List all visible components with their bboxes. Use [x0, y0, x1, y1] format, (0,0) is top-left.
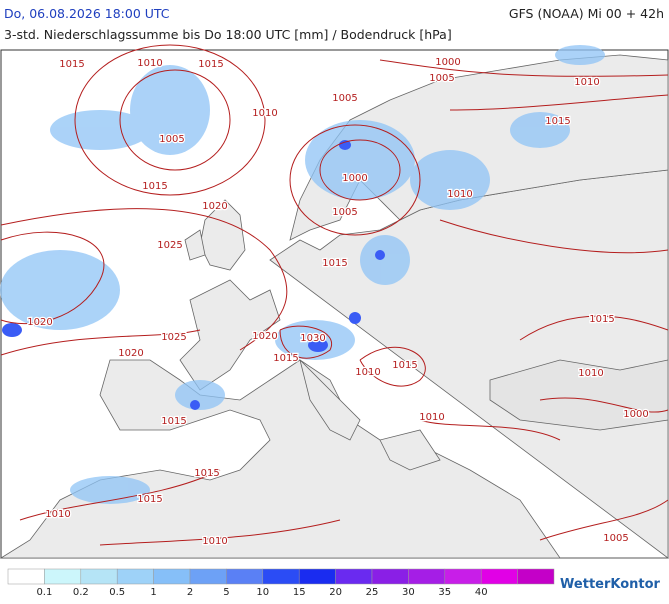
legend-swatch [262, 568, 300, 585]
legend-swatch [116, 568, 154, 585]
legend-label: 10 [256, 587, 269, 598]
date-label: Do, 06.08.2026 18:00 UTC [4, 6, 170, 21]
isobar-label: 1015 [59, 59, 84, 70]
legend-label: 20 [329, 587, 342, 598]
isobar-label: 1015 [545, 116, 570, 127]
isobar-label: 1005 [332, 93, 357, 104]
legend-label: 0.1 [36, 587, 52, 598]
legend-swatch [298, 568, 336, 585]
isobar-labels: 1015 1010 1015 1005 1015 1010 1020 1025 1020 1025… [26, 56, 650, 549]
legend-label: 25 [366, 587, 379, 598]
legend-label: 35 [438, 587, 451, 598]
isobar-label: 1010 [137, 58, 162, 69]
isobar-label: 1020 [118, 348, 143, 359]
legend-label: 2 [187, 587, 193, 598]
isobars [0, 44, 669, 546]
legend-swatch [7, 568, 45, 585]
isobar-label: 1000 [342, 173, 367, 184]
precipitation [0, 45, 605, 504]
legend-swatch [480, 568, 518, 585]
legend-swatch [80, 568, 118, 585]
legend-label: 15 [293, 587, 306, 598]
legend-swatch [371, 568, 409, 585]
isobar-label: 1025 [161, 332, 186, 343]
isobar-label: 1010 [252, 108, 277, 119]
isobar-label: 1020 [202, 201, 227, 212]
isobar-label: 1010 [574, 77, 599, 88]
legend-swatch [226, 568, 264, 585]
legend-swatch [444, 568, 482, 585]
legend-label: 40 [475, 587, 488, 598]
legend-swatch [189, 568, 227, 585]
isobar-label: 1015 [589, 314, 614, 325]
isobar-label: 1010 [578, 368, 603, 379]
isobar-label: 1000 [623, 409, 648, 420]
isobar-label: 1005 [429, 73, 454, 84]
isobar-label: 1005 [603, 533, 628, 544]
legend-label: 0.2 [73, 587, 89, 598]
isobar-label: 1015 [322, 258, 347, 269]
legend-swatch [44, 568, 82, 585]
brand: WetterKontor [560, 577, 661, 592]
isobar-label: 1015 [161, 416, 186, 427]
isobar-label: 1010 [202, 536, 227, 547]
precipitation-heavy [2, 140, 385, 410]
legend-swatch [517, 568, 555, 585]
isobar-label: 1010 [419, 412, 444, 423]
isobar-label: 1010 [45, 509, 70, 520]
isobar-label: 1015 [198, 59, 223, 70]
legend-label: 0.5 [109, 587, 125, 598]
legend-swatch [153, 568, 191, 585]
legend-swatch [408, 568, 446, 585]
isobar-label: 1010 [447, 189, 472, 200]
legend-label: 5 [223, 587, 229, 598]
legend-label: 1 [150, 587, 156, 598]
map: 1015 1010 1015 1005 1015 1010 1020 1025 1020 1025… [0, 44, 669, 559]
isobar-label: 1025 [157, 240, 182, 251]
subtitle: 3-std. Niederschlagssumme bis Do 18:00 U… [4, 27, 452, 42]
isobar-label: 1005 [159, 134, 184, 145]
isobar-label: 1000 [435, 57, 460, 68]
isobar-label: 1020 [27, 317, 52, 328]
isobar-label: 1015 [137, 494, 162, 505]
isobar-label: 1010 [355, 367, 380, 378]
isobar-label: 1015 [392, 360, 417, 371]
isobar-label: 1005 [332, 207, 357, 218]
isobar-label: 1015 [194, 468, 219, 479]
isobar-label: 1030 [300, 333, 325, 344]
isobar-label: 1015 [273, 353, 298, 364]
legend: 0.1 0.2 0.5 1 2 5 10 15 20 25 30 35 40 [7, 568, 555, 598]
isobar-label: 1020 [252, 331, 277, 342]
legend-label: 30 [402, 587, 415, 598]
legend-swatch [335, 568, 373, 585]
model-label: GFS (NOAA) Mi 00 + 42h [509, 6, 664, 21]
isobar-label: 1015 [142, 181, 167, 192]
